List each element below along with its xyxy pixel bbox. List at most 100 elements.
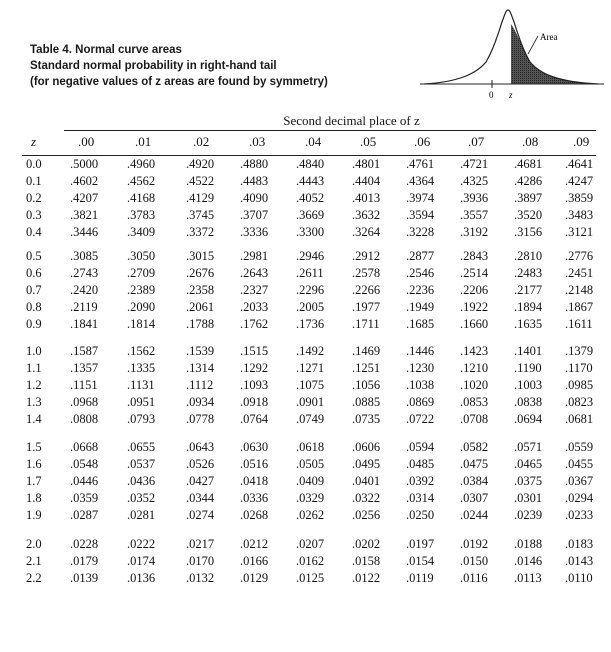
- probability-cell: .0823: [565, 395, 594, 409]
- probability-cell: .3336: [240, 225, 269, 239]
- probability-cell: .0301: [514, 491, 543, 505]
- probability-cell: .2061: [186, 300, 215, 314]
- probability-cell: .4483: [240, 174, 269, 188]
- heading-rule: [64, 130, 596, 131]
- z-value: 1.1: [26, 361, 42, 375]
- probability-cell: .3015: [186, 249, 215, 263]
- probability-cell: .1977: [352, 300, 381, 314]
- probability-cell: .3707: [240, 208, 269, 222]
- probability-cell: .4761: [406, 157, 435, 171]
- table-row: 1.9 .0287 .0281 .0274 .0268 .0262 .0256 .0250 .0…: [0, 508, 611, 524]
- probability-cell: .1401: [514, 344, 543, 358]
- z-value: 0.2: [26, 191, 42, 205]
- probability-cell: .0294: [565, 491, 594, 505]
- probability-cell: .2389: [127, 283, 156, 297]
- probability-cell: .0559: [565, 440, 594, 454]
- probability-cell: .1251: [352, 361, 381, 375]
- probability-cell: .0655: [127, 440, 156, 454]
- probability-cell: .3632: [352, 208, 381, 222]
- z-value: 0.4: [26, 225, 42, 239]
- probability-cell: .0122: [352, 571, 381, 585]
- column-header: .06: [414, 134, 431, 149]
- probability-cell: .4641: [565, 157, 594, 171]
- probability-cell: .0322: [352, 491, 381, 505]
- probability-cell: .0136: [127, 571, 156, 585]
- probability-cell: .3897: [514, 191, 543, 205]
- table-row: 1.6 .0548 .0537 .0526 .0516 .0505 .0495 .0485 .0…: [0, 457, 611, 473]
- probability-cell: .1271: [296, 361, 325, 375]
- probability-cell: .0222: [127, 537, 156, 551]
- axis-z-label: z: [508, 90, 513, 100]
- probability-cell: .4129: [186, 191, 215, 205]
- probability-cell: .0606: [352, 440, 381, 454]
- z-value: 1.0: [26, 344, 42, 358]
- probability-cell: .5000: [70, 157, 99, 171]
- probability-cell: .0455: [565, 457, 594, 471]
- table-row: 1.0 .1587 .1562 .1539 .1515 .1492 .1469 .1446 .1…: [0, 344, 611, 360]
- probability-cell: .0233: [565, 508, 594, 522]
- probability-cell: .0113: [514, 571, 542, 585]
- probability-cell: .0618: [296, 440, 325, 454]
- probability-cell: .0918: [240, 395, 269, 409]
- probability-cell: .0808: [70, 412, 99, 426]
- probability-cell: .0262: [296, 508, 325, 522]
- probability-cell: .0281: [127, 508, 156, 522]
- probability-cell: .0244: [460, 508, 489, 522]
- probability-cell: .0143: [565, 554, 594, 568]
- table-row: 0.1 .4602 .4562 .4522 .4483 .4443 .4404 .4364 .4…: [0, 174, 611, 190]
- z-value: 2.1: [26, 554, 42, 568]
- probability-cell: .4207: [70, 191, 99, 205]
- area-pointer: [527, 35, 539, 55]
- header-rule: [22, 155, 596, 156]
- probability-cell: .0352: [127, 491, 156, 505]
- probability-cell: .0170: [186, 554, 215, 568]
- probability-cell: .2743: [70, 266, 99, 280]
- column-header: .04: [305, 134, 322, 149]
- probability-cell: .4443: [296, 174, 325, 188]
- probability-cell: .3228: [406, 225, 435, 239]
- probability-cell: .0901: [296, 395, 325, 409]
- probability-cell: .1379: [565, 344, 594, 358]
- probability-cell: .2877: [406, 249, 435, 263]
- probability-cell: .0239: [514, 508, 543, 522]
- probability-cell: .4522: [186, 174, 215, 188]
- probability-cell: .1423: [460, 344, 489, 358]
- z-value: 0.8: [26, 300, 42, 314]
- probability-cell: .2236: [406, 283, 435, 297]
- probability-cell: .0516: [240, 457, 269, 471]
- probability-cell: .1922: [460, 300, 489, 314]
- probability-cell: .1562: [127, 344, 156, 358]
- probability-cell: .4721: [460, 157, 489, 171]
- z-value: 2.0: [26, 537, 42, 551]
- probability-cell: .0132: [186, 571, 215, 585]
- column-header: .05: [360, 134, 377, 149]
- probability-cell: .2266: [352, 283, 381, 297]
- probability-cell: .2451: [565, 266, 594, 280]
- probability-cell: .3300: [296, 225, 325, 239]
- probability-cell: .4562: [127, 174, 156, 188]
- probability-cell: .0749: [296, 412, 325, 426]
- table-row: 0.5 .3085 .3050 .3015 .2981 .2946 .2912 .2877 .2…: [0, 249, 611, 265]
- z-column-header: z: [31, 134, 37, 149]
- probability-cell: .4286: [514, 174, 543, 188]
- probability-cell: .1112: [186, 378, 214, 392]
- probability-cell: .0256: [352, 508, 381, 522]
- probability-cell: .0548: [70, 457, 99, 471]
- caption-title: Table 4. Normal curve areas: [30, 44, 182, 56]
- probability-cell: .2206: [460, 283, 489, 297]
- probability-cell: .1867: [565, 300, 594, 314]
- probability-cell: .1056: [352, 378, 381, 392]
- probability-cell: .0526: [186, 457, 215, 471]
- probability-cell: .0188: [514, 537, 543, 551]
- z-value: 0.0: [26, 157, 42, 171]
- probability-cell: .3859: [565, 191, 594, 205]
- z-value: 0.7: [26, 283, 42, 297]
- probability-cell: .0694: [514, 412, 543, 426]
- probability-cell: .0375: [514, 474, 543, 488]
- table-row: 0.6 .2743 .2709 .2676 .2643 .2611 .2578 .2546 .2…: [0, 266, 611, 282]
- normal-curve: [423, 9, 599, 85]
- table-row: 2.2 .0139 .0136 .0132 .0129 .0125 .0122 .0119 .0…: [0, 571, 611, 587]
- probability-cell: .2912: [352, 249, 381, 263]
- probability-cell: .2005: [296, 300, 325, 314]
- table-row: 1.7 .0446 .0436 .0427 .0418 .0409 .0401 .0392 .0…: [0, 474, 611, 490]
